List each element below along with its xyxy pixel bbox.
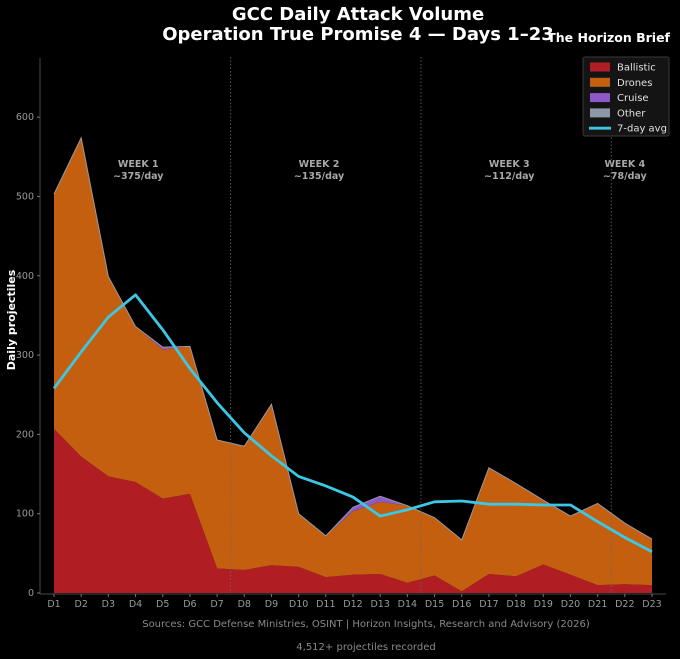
week-label-2: WEEK 2: [299, 159, 340, 170]
x-tick-label: D11: [316, 599, 335, 610]
x-tick-label: D4: [129, 599, 142, 610]
y-tick-label: 300: [16, 350, 34, 361]
area-ballistic: [54, 428, 652, 593]
x-tick-label: D9: [265, 599, 278, 610]
y-tick-label: 400: [16, 271, 34, 282]
x-tick-label: D22: [615, 599, 634, 610]
week-label-4: WEEK 4: [604, 159, 645, 170]
x-tick-label: D6: [183, 599, 196, 610]
legend-label-drones: Drones: [617, 78, 652, 89]
x-tick-label: D21: [588, 599, 607, 610]
x-tick-label: D1: [47, 599, 60, 610]
x-tick-label: D20: [561, 599, 580, 610]
x-tick-label: D23: [642, 599, 661, 610]
legend-label-ballistic: Ballistic: [617, 63, 656, 74]
y-tick-label: 600: [16, 112, 34, 123]
legend-label-cruise: Cruise: [617, 93, 649, 104]
line-7-day-avg: [52, 293, 653, 554]
week-label-1: WEEK 1: [118, 159, 159, 170]
area-drones: [54, 137, 652, 592]
chart-title: GCC Daily Attack Volume: [232, 4, 484, 25]
footer-count: 4,512+ projectiles recorded: [296, 642, 435, 653]
footer-sources: Sources: GCC Defense Ministries, OSINT |…: [142, 619, 590, 630]
week-rate-1: ~375/day: [113, 171, 164, 182]
x-tick-label: D8: [238, 599, 251, 610]
y-tick-label: 200: [16, 429, 34, 440]
y-axis-label: Daily projectiles: [5, 269, 18, 370]
x-tick-label: D10: [289, 599, 308, 610]
legend-label-other: Other: [617, 108, 646, 119]
legend-swatch-other: [590, 108, 610, 118]
x-tick-label: D2: [75, 599, 88, 610]
x-tick-label: D17: [479, 599, 498, 610]
week-rate-4: ~78/day: [603, 171, 648, 182]
y-tick-label: 0: [28, 588, 34, 599]
legend-swatch-drones: [590, 77, 610, 87]
week-rate-3: ~112/day: [484, 171, 535, 182]
x-tick-label: D3: [102, 599, 115, 610]
legend-swatch-ballistic: [590, 62, 610, 72]
y-tick-label: 500: [16, 192, 34, 203]
x-tick-label: D12: [343, 599, 362, 610]
brand-label: The Horizon Brief: [547, 30, 670, 45]
x-tick-label: D7: [210, 599, 223, 610]
x-tick-label: D5: [156, 599, 169, 610]
x-tick-label: D18: [506, 599, 525, 610]
legend-swatch-cruise: [590, 93, 610, 103]
y-tick-label: 100: [16, 509, 34, 520]
x-tick-label: D16: [452, 599, 471, 610]
legend: Ballistic Drones Cruise Other 7-day avg: [582, 56, 670, 137]
x-tick-label: D13: [370, 599, 389, 610]
week-label-3: WEEK 3: [489, 159, 530, 170]
chart-subtitle: Operation True Promise 4 — Days 1–23: [162, 24, 554, 45]
x-tick-label: D14: [398, 599, 417, 610]
week-rate-2: ~135/day: [294, 171, 345, 182]
legend-label-7-day-avg: 7-day avg: [617, 124, 667, 135]
plot-area: WEEK 1~375/day WEEK 2~135/day WEEK 3~112/d…: [16, 57, 666, 610]
x-tick-label: D19: [534, 599, 553, 610]
x-tick-label: D15: [425, 599, 444, 610]
